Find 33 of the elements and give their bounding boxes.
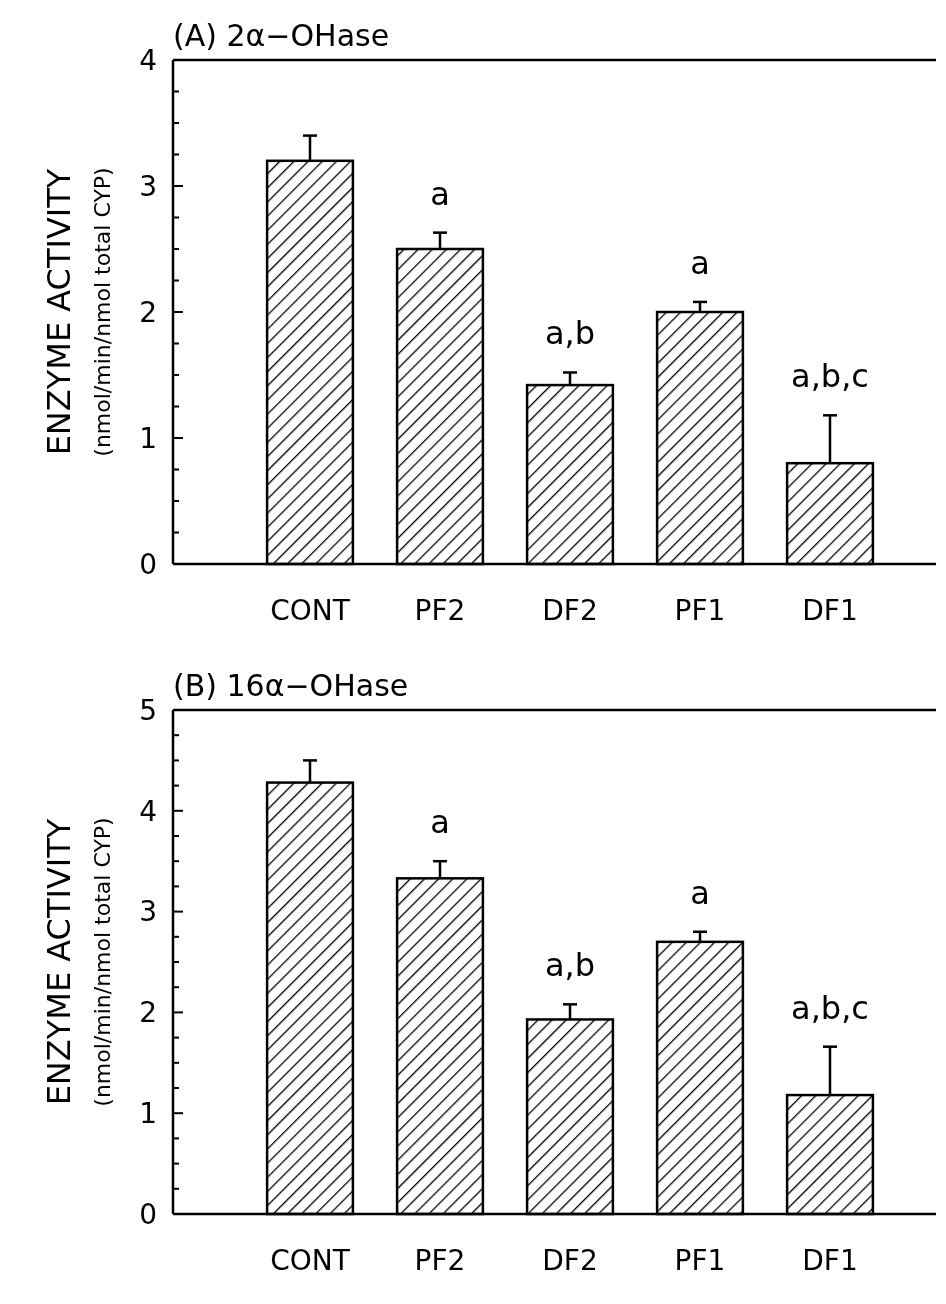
annotation: a <box>430 174 450 213</box>
x-tick-label: PF1 <box>674 594 726 627</box>
y-tick-label: 0 <box>139 547 157 581</box>
annotation: a <box>430 803 450 842</box>
annotation: a <box>690 243 710 282</box>
annotation: a <box>690 873 710 912</box>
y-axis-title: ENZYME ACTIVITY (nmol/min/nmol total CYP) <box>40 167 115 457</box>
y-tick-label: 2 <box>139 996 157 1030</box>
annotation: a,b <box>544 946 596 985</box>
y-tick-label: 5 <box>139 693 157 727</box>
x-tick-label: PF1 <box>674 1244 726 1277</box>
y-tick-label: 3 <box>139 169 157 203</box>
x-tick-label: DF1 <box>802 594 858 627</box>
x-tick-label: DF2 <box>542 1244 598 1277</box>
x-tick-label: PF2 <box>414 1244 466 1277</box>
annotation: a,b <box>544 314 596 353</box>
y-tick-label: 0 <box>139 1197 157 1231</box>
x-tick-label: PF2 <box>414 594 466 627</box>
x-tick-label: DF2 <box>542 594 598 627</box>
annotation: a,b,c <box>791 357 869 396</box>
x-tick-label: DF1 <box>802 1244 858 1277</box>
y-tick-label: 4 <box>139 43 157 77</box>
annotation: a,b,c <box>791 988 869 1027</box>
x-tick-label: CONT <box>270 1244 351 1277</box>
y-tick-label: 1 <box>139 421 157 455</box>
y-tick-label: 4 <box>139 794 157 828</box>
y-tick-label: 3 <box>139 895 157 929</box>
x-tick-label: CONT <box>270 594 351 627</box>
y-axis-title: ENZYME ACTIVITY (nmol/min/nmol total CYP) <box>40 817 115 1107</box>
y-tick-label: 2 <box>139 295 157 329</box>
chart-title: (B) 16α−OHase <box>173 668 409 703</box>
chart-title: (A) 2α−OHase <box>173 18 390 53</box>
y-tick-label: 1 <box>139 1097 157 1130</box>
